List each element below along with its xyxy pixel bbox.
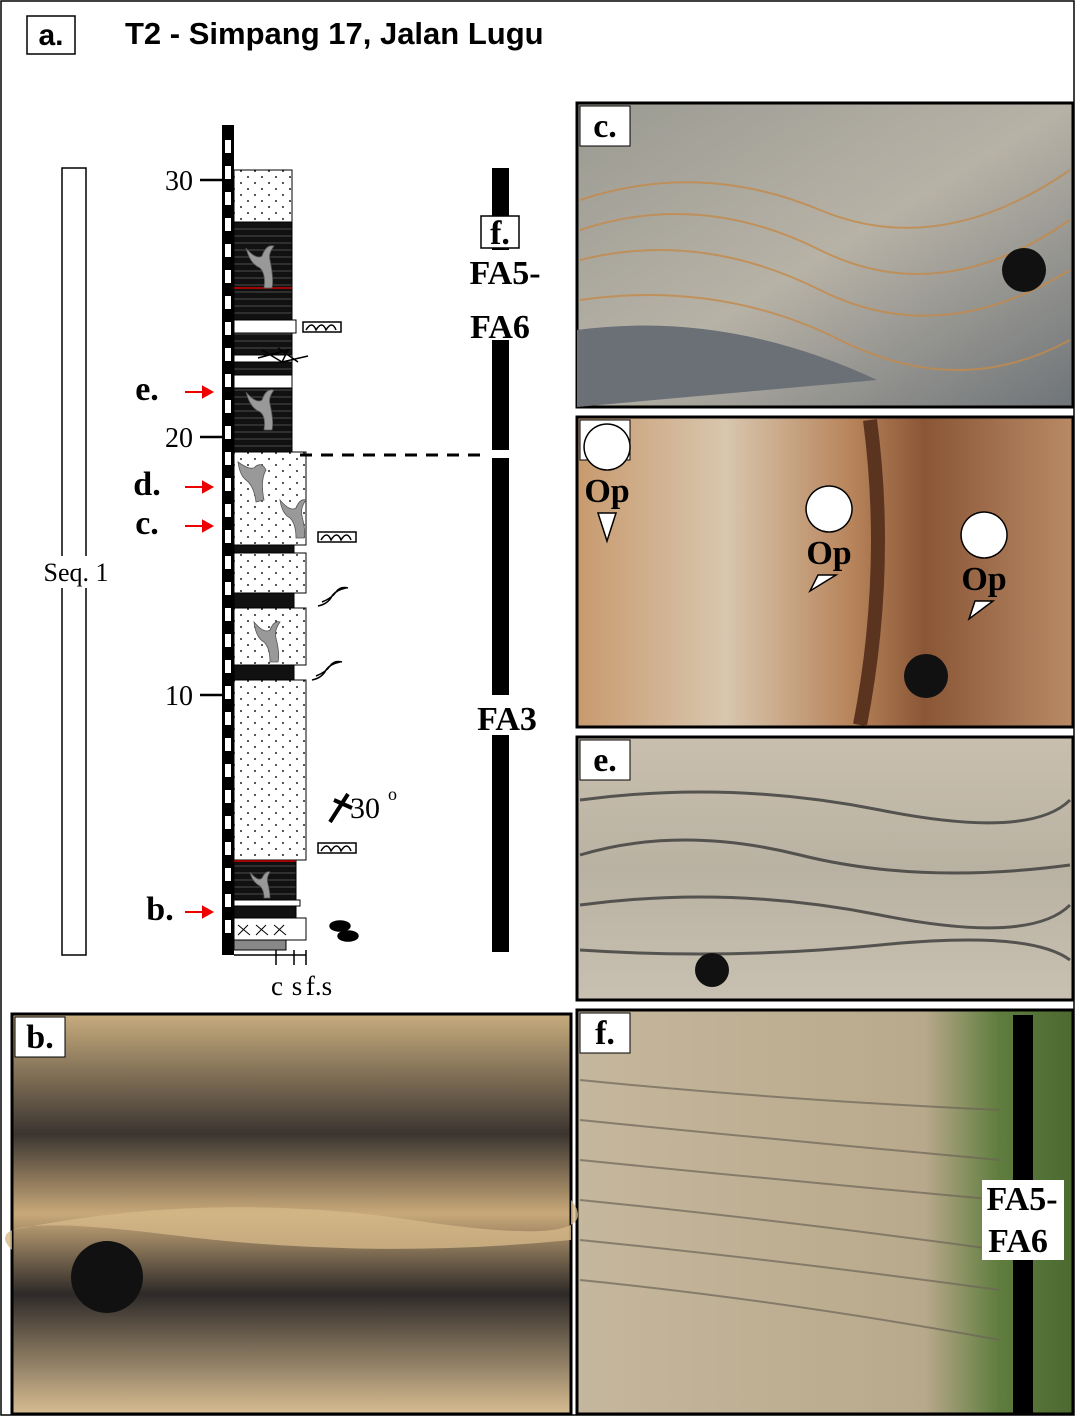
scale-segment — [225, 582, 231, 595]
scale-segment — [225, 556, 231, 569]
scale-segment — [225, 400, 231, 413]
scale-segment — [225, 478, 231, 491]
scale-segment — [225, 634, 231, 647]
figure: a. T2 - Simpang 17, Jalan Lugu Seq. 1 30… — [0, 0, 1075, 1416]
scale-segment — [225, 712, 231, 725]
marker-label: c. — [135, 505, 159, 542]
scale-segment — [225, 764, 231, 777]
scale-segment — [225, 192, 231, 205]
facies-label: FA5- — [469, 255, 540, 292]
op-label: Op — [584, 473, 629, 510]
overlay-label: FA5- — [986, 1181, 1057, 1218]
grain-axis — [234, 950, 306, 965]
depth-label: 10 — [165, 681, 193, 712]
scale-segment — [225, 296, 231, 309]
op-label: Op — [806, 535, 851, 572]
scale-segment — [225, 270, 231, 283]
marker-arrows — [185, 387, 212, 917]
grain-label: s — [292, 971, 303, 1001]
scale-segment — [225, 816, 231, 829]
scale-segment — [225, 166, 231, 179]
scale-segment — [225, 790, 231, 803]
photo-c — [577, 103, 1073, 407]
scale-segment — [225, 660, 231, 673]
scale-segment — [225, 530, 231, 543]
scale-segment — [225, 920, 231, 933]
marker-label: b. — [146, 891, 173, 928]
scale-segment — [225, 140, 231, 153]
grain-label: c — [271, 971, 283, 1001]
scale-segment — [225, 868, 231, 881]
facies-label: FA3 — [477, 701, 537, 738]
scale-segment — [225, 374, 231, 387]
scale-segment — [225, 322, 231, 335]
marker-label: d. — [133, 466, 160, 503]
grain-label: f.s — [306, 971, 332, 1001]
scale-segment — [225, 894, 231, 907]
op-label: Op — [961, 561, 1006, 598]
photo-ref: f. — [490, 215, 510, 252]
photo-b — [5, 1014, 578, 1414]
overlay-label: FA6 — [988, 1223, 1048, 1260]
depth-label: 20 — [165, 423, 193, 454]
photo-e — [577, 737, 1073, 1000]
panel-label: a. — [38, 19, 63, 52]
photo-label: f. — [595, 1015, 615, 1052]
photo-label: c. — [593, 108, 617, 145]
scale-segment — [225, 348, 231, 361]
scale-segment — [225, 452, 231, 465]
photo-label: b. — [26, 1019, 53, 1056]
dip-unit: o — [388, 784, 397, 804]
sequence-label: Seq. 1 — [44, 558, 109, 587]
scale-segment — [225, 426, 231, 439]
scale-segment — [225, 738, 231, 751]
dip-value: 30 — [350, 792, 380, 825]
facies-label: FA6 — [470, 309, 530, 346]
scale-bar — [222, 125, 234, 955]
scale-segment — [225, 244, 231, 257]
marker-label: e. — [135, 371, 159, 408]
depth-label: 30 — [165, 166, 193, 197]
scale-segment — [225, 608, 231, 621]
scale-segment — [225, 686, 231, 699]
scale-segment — [225, 504, 231, 517]
scale-segment — [225, 842, 231, 855]
photo-label: e. — [593, 742, 617, 779]
title: T2 - Simpang 17, Jalan Lugu — [125, 16, 544, 51]
scale-segment — [225, 218, 231, 231]
